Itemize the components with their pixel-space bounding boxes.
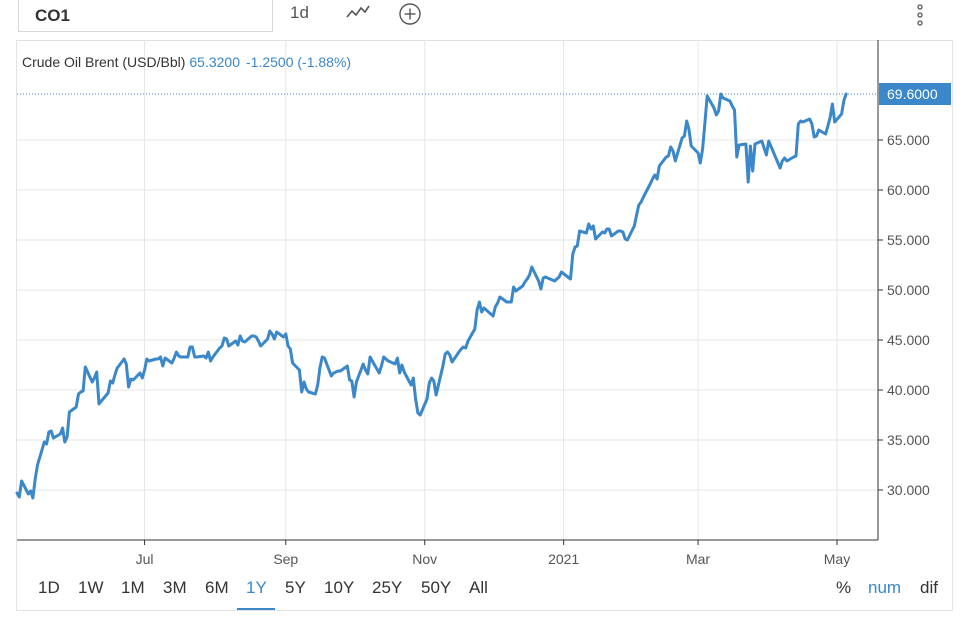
y-tick-label: 40.000 — [887, 382, 930, 398]
line-chart-icon[interactable] — [346, 4, 370, 25]
x-tick-label: Mar — [686, 551, 710, 567]
legend-change: -1.2500 (-1.88%) — [246, 54, 352, 70]
active-range-underline — [237, 608, 275, 610]
legend-value: 65.3200 — [189, 54, 240, 70]
x-tick-label: Sep — [273, 551, 298, 567]
legend-name: Crude Oil Brent (USD/Bbl) — [22, 54, 186, 70]
last-price-badge-bg — [879, 83, 951, 105]
y-tick-label: 60.000 — [887, 182, 930, 198]
chart-panel — [16, 40, 953, 611]
x-tick-label: Nov — [412, 551, 437, 567]
mode-button-percent[interactable]: % — [836, 578, 852, 597]
range-button-1w[interactable]: 1W — [78, 578, 104, 597]
x-tick-label: Jul — [136, 551, 154, 567]
range-button-25y[interactable]: 25Y — [372, 578, 403, 597]
range-button-3m[interactable]: 3M — [163, 578, 187, 597]
last-price-badge: 69.6000 — [879, 83, 951, 105]
y-tick-label: 55.000 — [887, 232, 930, 248]
y-tick-label: 30.000 — [887, 482, 930, 498]
range-button-50y[interactable]: 50Y — [421, 578, 452, 597]
x-axis-ticks: Jul Sep Nov 2021 Mar May — [136, 540, 850, 567]
y-tick-label: 35.000 — [887, 432, 930, 448]
range-button-6m[interactable]: 6M — [205, 578, 229, 597]
range-button-10y[interactable]: 10Y — [324, 578, 355, 597]
y-tick-label: 50.000 — [887, 282, 930, 298]
x-tick-label: 2021 — [548, 551, 579, 567]
y-tick-label: 45.000 — [887, 332, 930, 348]
range-button-5y[interactable]: 5Y — [285, 578, 306, 597]
symbol-text: CO1 — [35, 6, 70, 25]
mode-button-num[interactable]: num — [868, 578, 902, 597]
kebab-menu-icon[interactable] — [915, 3, 925, 34]
x-tick-label: May — [824, 551, 850, 567]
symbol-input[interactable]: CO1 — [18, 0, 273, 32]
interval-button[interactable]: 1d — [290, 3, 309, 22]
range-button-1m[interactable]: 1M — [121, 578, 145, 597]
range-button-all[interactable]: All — [469, 578, 488, 597]
series-line — [15, 92, 848, 500]
plus-circle-icon[interactable] — [398, 2, 422, 31]
y-tick-label: 65.000 — [887, 132, 930, 148]
toolbar: CO1 1d — [0, 0, 974, 40]
last-price-badge-text: 69.6000 — [887, 86, 938, 102]
range-button-1d[interactable]: 1D — [38, 578, 60, 597]
mode-button-dif[interactable]: dif — [920, 578, 938, 597]
chart-legend: Crude Oil Brent (USD/Bbl) 65.3200 -1.2500 … — [22, 54, 351, 70]
grid-lines — [17, 40, 878, 540]
range-button-1y[interactable]: 1Y — [246, 578, 267, 597]
y-axis-ticks: 30.000 35.000 40.000 45.000 50.000 55.000 60.0… — [878, 132, 930, 498]
